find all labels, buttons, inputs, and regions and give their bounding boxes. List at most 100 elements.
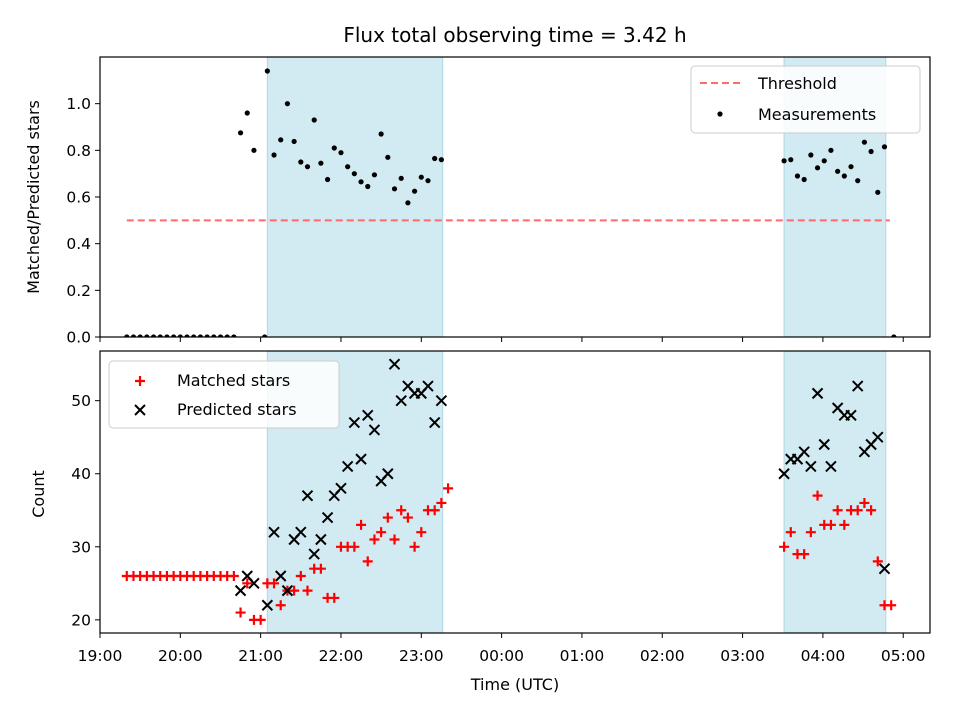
measurements-point <box>284 101 291 107</box>
data-layer <box>121 358 897 625</box>
measurements-point <box>358 179 364 185</box>
predicted-stars-point <box>362 409 374 421</box>
measurements-point <box>171 334 177 337</box>
measurements-point <box>891 334 897 337</box>
predicted-stars-point <box>348 416 361 429</box>
measurements-point <box>157 334 163 337</box>
predicted-stars-point <box>435 394 448 407</box>
matched-stars-point <box>859 497 870 508</box>
predicted-stars-point <box>388 358 401 370</box>
shaded-span-1 <box>266 56 444 338</box>
matched-stars-point <box>409 541 420 552</box>
predicted-stars-point <box>872 431 884 443</box>
matched-stars-point <box>839 519 850 530</box>
measurements-point <box>197 334 204 337</box>
matched-stars-point <box>302 585 313 596</box>
measurements-point <box>130 334 137 337</box>
measurements-point <box>137 334 143 337</box>
predicted-stars-point <box>355 453 367 465</box>
measurements-point <box>855 178 861 184</box>
y-tick-label: 40 <box>71 465 91 483</box>
matched-stars-point <box>315 563 326 574</box>
predicted-stars-point <box>321 511 334 524</box>
matched-stars-point <box>389 534 400 545</box>
legend-predicted-swatch <box>134 404 146 416</box>
measurements-point <box>351 171 357 177</box>
matched-stars-point <box>852 505 863 516</box>
y-tick-label: 50 <box>71 392 91 410</box>
measurements-point <box>378 131 384 137</box>
matched-stars-point <box>832 505 843 516</box>
measurements-point <box>150 334 157 337</box>
matched-stars-point <box>799 549 810 560</box>
measurements-point <box>781 158 787 164</box>
measurements-point <box>828 147 834 153</box>
legend: Matched stars Predicted stars <box>108 360 340 429</box>
measurements-point <box>191 334 197 337</box>
matched-stars-point <box>235 607 246 618</box>
x-axis-label: Time (UTC) <box>470 675 559 694</box>
legend-box <box>690 65 921 134</box>
y-axis-label-bottom: Count <box>29 470 48 518</box>
measurements-point <box>835 168 841 174</box>
bottom-panel: 20 30 40 50 19:00 20:00 21:00 22:00 23:00 00:00 01… <box>71 350 931 665</box>
predicted-stars-point <box>301 489 314 502</box>
y-axis-label-top: Matched/Predicted stars <box>24 100 43 294</box>
matched-stars-point <box>242 578 253 589</box>
matched-stars-point <box>779 541 790 552</box>
measurements-point <box>365 183 371 190</box>
measurements-point <box>794 173 801 179</box>
measurements-point <box>211 334 217 337</box>
axes-frame <box>99 350 931 634</box>
predicted-stars-point <box>422 380 434 392</box>
matched-stars-point <box>382 512 393 523</box>
measurements-point <box>124 334 130 337</box>
matched-stars-point <box>872 556 883 567</box>
predicted-stars-point <box>308 548 320 560</box>
measurements-point <box>345 164 351 170</box>
y-tick-label: 0.2 <box>66 282 91 300</box>
matched-stars-point <box>812 490 823 501</box>
measurements-point <box>821 158 827 164</box>
predicted-stars-point <box>382 468 394 480</box>
measurements-point <box>331 145 337 151</box>
predicted-stars-point <box>261 599 274 611</box>
measurements-point <box>244 110 250 116</box>
predicted-stars-point <box>275 570 287 582</box>
measurements-point <box>801 176 807 183</box>
legend-measurements-label: Measurements <box>758 105 876 124</box>
matched-stars-point <box>805 527 816 538</box>
predicted-stars-point <box>852 380 864 392</box>
measurements-point <box>438 157 444 163</box>
measurements-point <box>217 334 224 337</box>
measurements-point <box>841 173 847 179</box>
predicted-stars-point <box>341 460 354 473</box>
measurements-point <box>271 152 277 158</box>
measurements-point <box>291 138 297 145</box>
measurements-point <box>405 200 411 206</box>
legend-box <box>108 360 340 429</box>
predicted-stars-point <box>268 526 280 538</box>
predicted-stars-point <box>798 446 810 458</box>
measurements-point <box>204 334 210 337</box>
legend-measurements-swatch <box>717 111 723 117</box>
matched-stars-point <box>362 556 373 567</box>
predicted-stars-point <box>428 416 441 429</box>
legend-matched-swatch <box>135 376 145 386</box>
predicted-stars-point <box>335 482 347 495</box>
measurements-point <box>391 186 398 192</box>
legend: Threshold Measurements <box>690 65 921 134</box>
measurements-point <box>338 150 344 156</box>
predicted-stars-point <box>825 460 837 473</box>
x-tick-label: 23:00 <box>399 647 444 665</box>
top-panel: 0.0 0.2 0.4 0.6 0.8 1.0 Threshold Measurements <box>66 56 931 347</box>
measurements-point <box>251 147 257 153</box>
measurements-point <box>177 334 183 337</box>
matched-stars-point <box>349 541 360 552</box>
predicted-stars-point <box>878 563 891 575</box>
matched-stars-point <box>443 483 454 494</box>
predicted-stars-point <box>295 526 307 538</box>
measurements-point <box>861 139 868 145</box>
measurements-point <box>318 160 324 166</box>
matched-stars-point <box>289 585 300 596</box>
